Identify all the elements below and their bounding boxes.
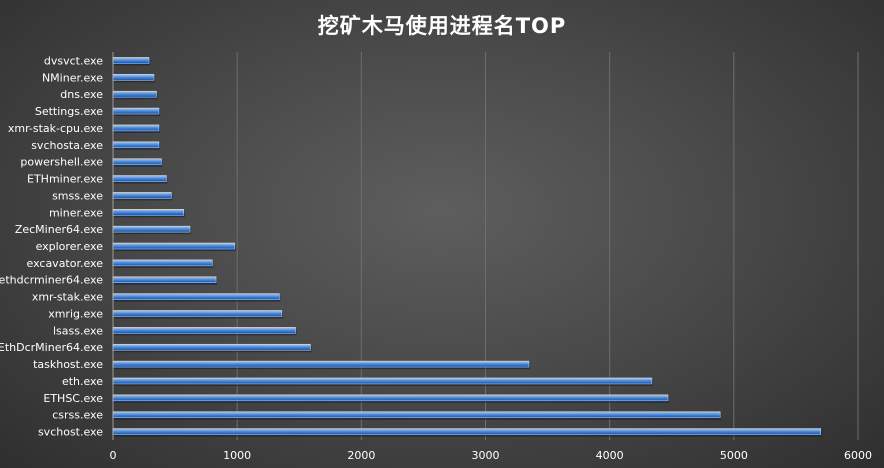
category-label: lsass.exe bbox=[53, 324, 103, 337]
category-label: eth.exe bbox=[62, 375, 103, 388]
x-tick-label: 0 bbox=[110, 449, 117, 462]
category-label: dvsvct.exe bbox=[44, 54, 103, 67]
category-label: csrss.exe bbox=[52, 409, 103, 422]
bar bbox=[112, 377, 653, 385]
bars bbox=[112, 57, 822, 437]
category-label: powershell.exe bbox=[20, 156, 103, 169]
x-tick-label: 1000 bbox=[223, 449, 251, 462]
bar bbox=[112, 293, 280, 300]
category-label: ZecMiner64.exe bbox=[15, 223, 103, 236]
category-label: ETHSC.exe bbox=[43, 392, 103, 405]
bar bbox=[112, 360, 530, 368]
category-label: xmrig.exe bbox=[48, 307, 103, 320]
x-tick-label: 2000 bbox=[347, 449, 375, 462]
category-label: svchost.exe bbox=[38, 426, 103, 439]
category-label: ETHminer.exe bbox=[27, 173, 103, 186]
bar bbox=[112, 57, 150, 64]
category-label: EthDcrMiner64.exe bbox=[0, 341, 103, 354]
chart-title: 挖矿木马使用进程名TOP bbox=[317, 14, 567, 38]
category-labels: svchost.exe csrss.exe ETHSC.exe eth.exe task… bbox=[0, 54, 103, 438]
bar bbox=[112, 158, 162, 165]
category-label: xmr-stak.exe bbox=[32, 291, 103, 304]
category-label: explorer.exe bbox=[36, 240, 104, 253]
bar bbox=[112, 242, 235, 250]
bar bbox=[112, 411, 721, 418]
bar bbox=[112, 141, 160, 149]
bar bbox=[112, 225, 191, 233]
bar bbox=[112, 276, 217, 283]
bar bbox=[112, 107, 160, 115]
x-tick-label: 6000 bbox=[844, 449, 872, 462]
category-label: dns.exe bbox=[60, 88, 103, 101]
category-label: xmr-stak-cpu.exe bbox=[8, 122, 103, 135]
category-label: taskhost.exe bbox=[33, 358, 103, 371]
x-tick-label: 5000 bbox=[720, 449, 748, 462]
bar bbox=[112, 124, 160, 132]
bar bbox=[112, 428, 821, 435]
bar bbox=[112, 175, 167, 182]
bar bbox=[112, 90, 157, 98]
bar bbox=[112, 74, 155, 81]
category-label: ethdcrminer64.exe bbox=[0, 274, 103, 287]
bar bbox=[112, 343, 311, 351]
bar bbox=[112, 327, 296, 334]
x-tick-label: 3000 bbox=[472, 449, 500, 462]
bar bbox=[112, 192, 172, 199]
category-label: excavator.exe bbox=[27, 257, 104, 270]
category-label: smss.exe bbox=[52, 189, 103, 202]
bar bbox=[112, 310, 283, 317]
gridlines bbox=[112, 52, 859, 440]
category-label: Settings.exe bbox=[35, 105, 103, 118]
bar bbox=[112, 394, 669, 402]
category-label: svchosta.exe bbox=[31, 139, 103, 152]
category-label: NMiner.exe bbox=[42, 71, 103, 84]
x-axis-ticks: 0 1000 2000 3000 4000 5000 6000 bbox=[110, 449, 873, 462]
bar bbox=[112, 259, 213, 267]
x-tick-label: 4000 bbox=[596, 449, 624, 462]
category-label: miner.exe bbox=[49, 206, 103, 219]
bar bbox=[112, 209, 185, 216]
